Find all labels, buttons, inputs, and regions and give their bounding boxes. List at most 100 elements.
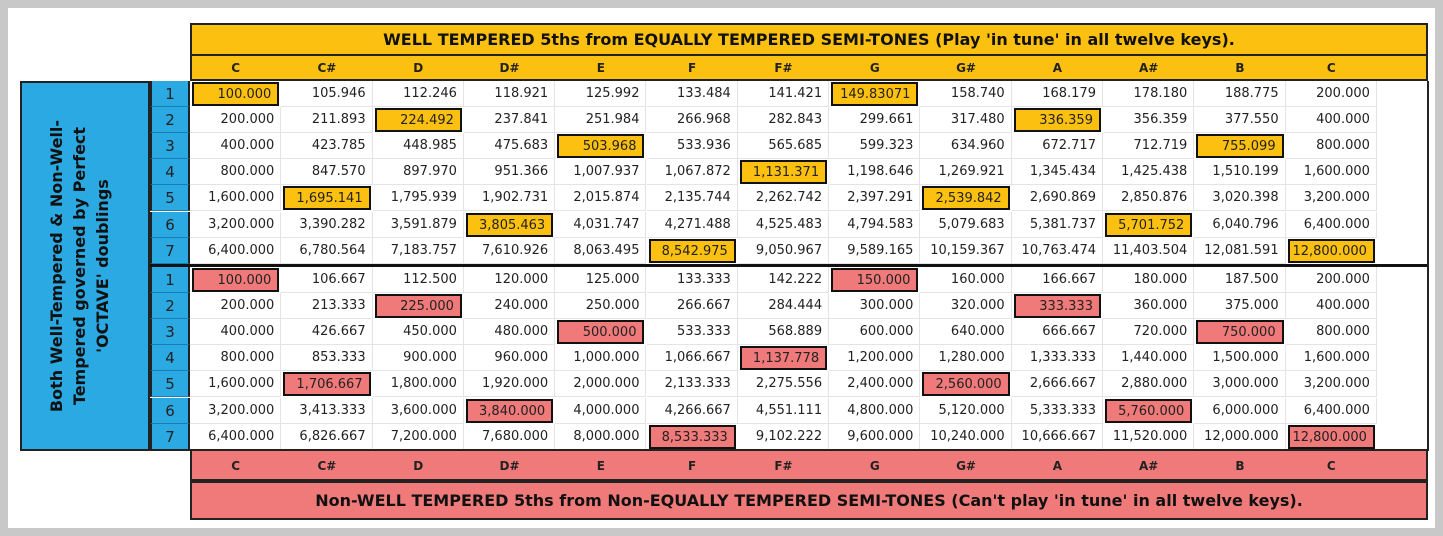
- bottom-title: Non-WELL TEMPERED 5ths from Non-EQUALLY …: [315, 491, 1303, 510]
- bottom-row-number-4: 4: [150, 345, 190, 372]
- bottom-cell-r1-c1: 100.000: [192, 268, 280, 293]
- top-cell-r7-c4: 7,610.926: [463, 237, 556, 264]
- bottom-cell-r4-c5: 1,000.000: [555, 345, 647, 372]
- bottom-cell-r5-c1: 1,600.000: [190, 371, 282, 398]
- top-cell-r4-c1: 800.000: [190, 159, 282, 186]
- bottom-cell-r1-c9: 160.000: [920, 267, 1012, 294]
- top-cell-r2-c6: 266.968: [646, 107, 738, 134]
- top-cell-r5-c5: 2,015.874: [555, 185, 647, 212]
- bottom-cell-r6-c5: 4,000.000: [555, 397, 647, 424]
- top-cell-r5-c2: 1,695.141: [283, 186, 371, 211]
- bottom-cell-r4-c1: 800.000: [190, 345, 282, 372]
- top-cell-r2-c1: 200.000: [190, 107, 282, 134]
- top-cell-r4-c7: 1,131.371: [739, 160, 828, 185]
- top-cell-r1-c13: 200.000: [1285, 81, 1377, 108]
- bottom-title-bar: [190, 481, 1428, 520]
- top-note-12: C: [1326, 61, 1336, 75]
- top-cell-r3-c7: 565.685: [737, 133, 830, 160]
- bottom-cell-r3-c13: 800.000: [1285, 319, 1377, 346]
- bottom-cell-r4-c2: 853.333: [281, 345, 373, 372]
- bottom-cell-r4-c4: 960.000: [463, 345, 556, 372]
- bottom-cell-r1-c3: 112.500: [372, 267, 464, 294]
- top-cell-r7-c13: 12,800.000: [1287, 238, 1375, 263]
- top-cell-r2-c3: 224.492: [374, 108, 462, 133]
- top-note-5: F: [688, 61, 697, 75]
- top-cell-r7-c9: 10,159.367: [920, 237, 1012, 264]
- bottom-note-4: E: [596, 459, 605, 473]
- bottom-cell-r1-c8: 150.000: [831, 268, 919, 293]
- bottom-cell-r3-c5: 500.000: [557, 320, 645, 345]
- bottom-cell-r3-c6: 533.333: [646, 319, 738, 346]
- top-cell-r5-c7: 2,262.742: [737, 185, 830, 212]
- top-cell-r1-c12: 188.775: [1194, 81, 1286, 108]
- top-note-9: A: [1052, 61, 1062, 75]
- bottom-row-number-5: 5: [150, 371, 190, 398]
- bottom-row-number-7: 7: [150, 423, 190, 450]
- top-cell-r2-c10: 336.359: [1013, 108, 1101, 133]
- top-cell-r3-c2: 423.785: [281, 133, 373, 160]
- bottom-cell-r5-c4: 1,920.000: [463, 371, 556, 398]
- top-cell-r2-c8: 299.661: [829, 107, 921, 134]
- bottom-cell-r3-c10: 666.667: [1011, 319, 1103, 346]
- top-cell-r6-c9: 5,079.683: [920, 211, 1012, 238]
- top-cell-r4-c8: 1,198.646: [829, 159, 921, 186]
- top-note-10: A#: [1138, 61, 1159, 75]
- bottom-cell-r4-c3: 900.000: [372, 345, 464, 372]
- top-cell-r7-c7: 9,050.967: [737, 237, 830, 264]
- bottom-row-number-2: 2: [150, 293, 190, 320]
- bottom-cell-r3-c2: 426.667: [281, 319, 373, 346]
- top-cell-r7-c3: 7,183.757: [372, 237, 464, 264]
- top-cell-r4-c10: 1,345.434: [1011, 159, 1103, 186]
- top-cell-r6-c2: 3,390.282: [281, 211, 373, 238]
- top-cell-r4-c4: 951.366: [463, 159, 556, 186]
- top-cell-r1-c7: 141.421: [737, 81, 830, 108]
- bottom-cell-r2-c11: 360.000: [1103, 293, 1195, 320]
- bottom-cell-r5-c13: 3,200.000: [1285, 371, 1377, 398]
- top-cell-r7-c6: 8,542.975: [648, 238, 736, 263]
- top-cell-r5-c10: 2,690.869: [1011, 185, 1103, 212]
- top-note-3: D#: [499, 61, 520, 75]
- bottom-cell-r3-c9: 640.000: [920, 319, 1012, 346]
- top-cell-r6-c7: 4,525.483: [737, 211, 830, 238]
- top-cell-r2-c4: 237.841: [463, 107, 556, 134]
- bottom-cell-r5-c8: 2,400.000: [829, 371, 921, 398]
- top-cell-r7-c8: 9,589.165: [829, 237, 921, 264]
- top-cell-r6-c6: 4,271.488: [646, 211, 738, 238]
- top-cell-r5-c6: 2,135.744: [646, 185, 738, 212]
- bottom-cell-r7-c13: 12,800.000: [1287, 424, 1375, 449]
- bottom-cell-r1-c11: 180.000: [1103, 267, 1195, 294]
- bottom-cell-r1-c7: 142.222: [737, 267, 830, 294]
- bottom-cell-r6-c2: 3,413.333: [281, 397, 373, 424]
- top-cell-r3-c6: 533.936: [646, 133, 738, 160]
- top-cell-r6-c5: 4,031.747: [555, 211, 647, 238]
- bottom-cell-r4-c8: 1,200.000: [829, 345, 921, 372]
- top-cell-r4-c2: 847.570: [281, 159, 373, 186]
- top-note-header-bar: [190, 56, 1428, 81]
- bottom-cell-r6-c13: 6,400.000: [1285, 397, 1377, 424]
- top-title-bar: [190, 23, 1428, 56]
- top-cell-r4-c12: 1,510.199: [1194, 159, 1286, 186]
- top-cell-r6-c12: 6,040.796: [1194, 211, 1286, 238]
- bottom-cell-r2-c9: 320.000: [920, 293, 1012, 320]
- top-cell-r3-c3: 448.985: [372, 133, 464, 160]
- side-label-line-1: Both Well-Tempered & Non-Well-: [47, 119, 66, 413]
- top-cell-r3-c9: 634.960: [920, 133, 1012, 160]
- bottom-cell-r2-c6: 266.667: [646, 293, 738, 320]
- top-cell-r3-c10: 672.717: [1011, 133, 1103, 160]
- bottom-cell-r7-c3: 7,200.000: [372, 423, 464, 450]
- top-title: WELL TEMPERED 5ths from EQUALLY TEMPERED…: [383, 30, 1235, 49]
- bottom-note-8: G#: [956, 459, 976, 473]
- top-note-8: G#: [956, 61, 976, 75]
- top-row-number-1: 1: [150, 81, 190, 108]
- top-cell-r4-c3: 897.970: [372, 159, 464, 186]
- bottom-note-12: C: [1326, 459, 1336, 473]
- top-cell-r7-c12: 12,081.591: [1194, 237, 1286, 264]
- top-cell-r4-c5: 1,007.937: [555, 159, 647, 186]
- grid-right-border: [1427, 81, 1429, 451]
- bottom-cell-r1-c12: 187.500: [1194, 267, 1286, 294]
- bottom-cell-r5-c9: 2,560.000: [922, 372, 1010, 397]
- top-cell-r3-c13: 800.000: [1285, 133, 1377, 160]
- bottom-cell-r2-c2: 213.333: [281, 293, 373, 320]
- bottom-cell-r3-c1: 400.000: [190, 319, 282, 346]
- top-note-7: G: [869, 61, 880, 75]
